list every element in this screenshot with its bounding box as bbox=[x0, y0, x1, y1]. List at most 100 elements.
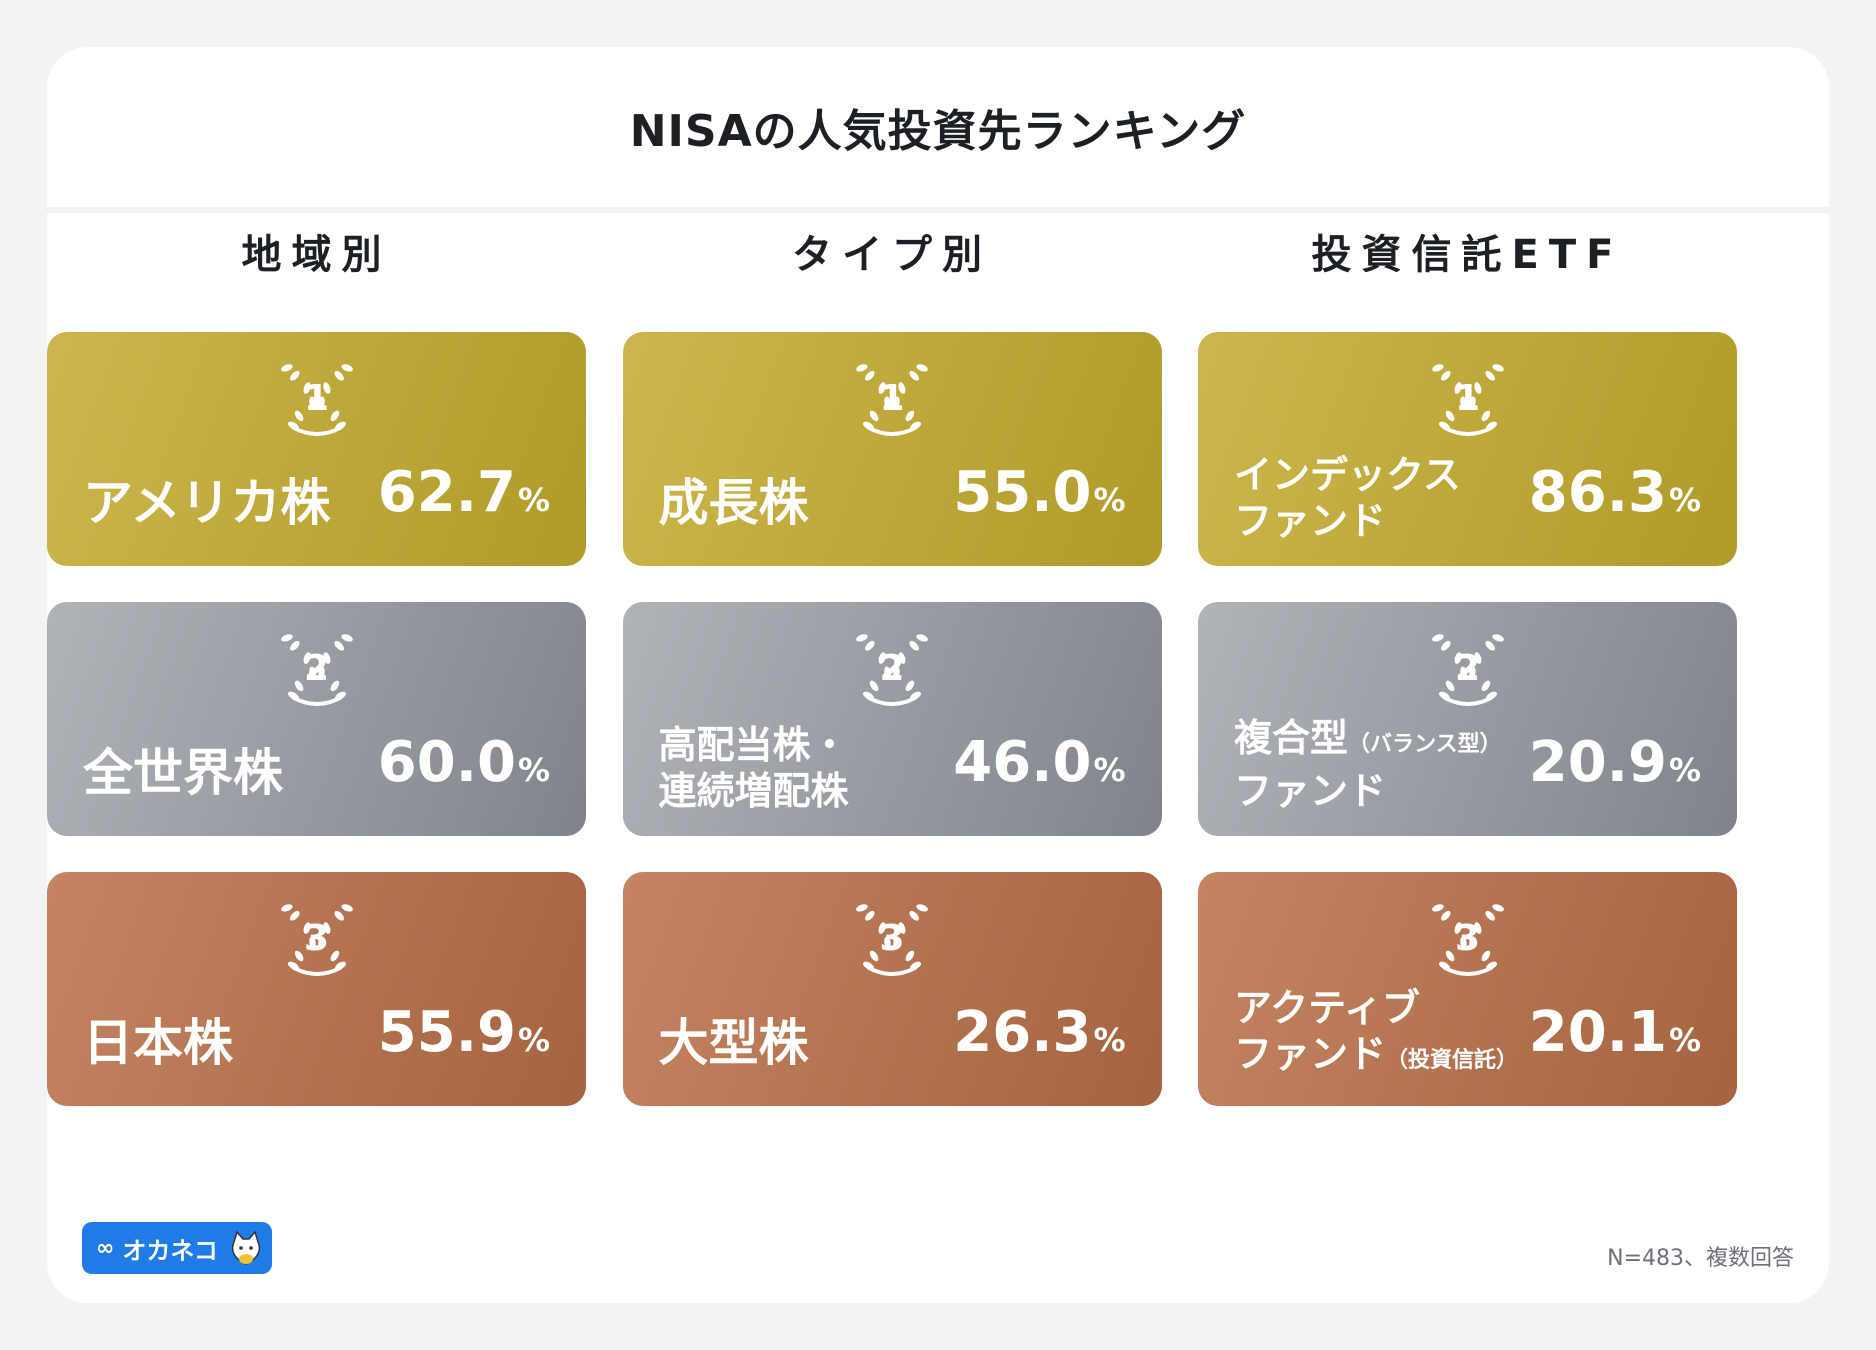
laurel-leaf bbox=[1481, 680, 1490, 692]
column-type: タイプ別 1 成長株 55.0% 2 高配当株・ 連続増配株 46.0% 3 大型… bbox=[622, 220, 1162, 1142]
laurel-stem bbox=[1442, 696, 1493, 706]
laurel-leaf bbox=[280, 364, 293, 372]
rank-tile: 3 日本株 55.9% bbox=[47, 872, 586, 1106]
laurel-leaf bbox=[916, 364, 928, 372]
laurel-icon: 3 bbox=[1423, 898, 1513, 988]
laurel-icon: 1 bbox=[272, 358, 362, 448]
laurel-wreath-icon bbox=[1431, 364, 1504, 436]
rank-number: 3 bbox=[1454, 917, 1481, 959]
laurel-leaf bbox=[330, 680, 339, 692]
laurel-leaf bbox=[1440, 640, 1451, 651]
rank-tile: 1 成長株 55.0% bbox=[622, 332, 1162, 566]
laurel-leaf bbox=[1459, 666, 1467, 679]
rank-number: 1 bbox=[879, 377, 905, 419]
laurel-icon: 1 bbox=[1423, 358, 1513, 448]
laurel-wreath-icon bbox=[856, 364, 928, 436]
laurel-leaf bbox=[884, 396, 891, 409]
laurel-wreath-icon bbox=[856, 634, 928, 706]
laurel-icon: 1 bbox=[847, 358, 937, 448]
laurel-leaf bbox=[1484, 640, 1495, 651]
laurel-leaf bbox=[1481, 410, 1490, 422]
tile-value: 20.9% bbox=[1528, 730, 1701, 795]
brand-name: オカネコ bbox=[122, 1236, 218, 1265]
laurel-leaf bbox=[909, 370, 919, 381]
laurel-leaf bbox=[1484, 910, 1495, 921]
page-title: NISAの人気投資先ランキング bbox=[629, 106, 1247, 157]
laurel-leaf bbox=[330, 410, 339, 422]
laurel-leaf bbox=[1491, 904, 1504, 912]
laurel-wreath-icon bbox=[856, 904, 928, 976]
laurel-leaf bbox=[303, 382, 311, 394]
laurel-leaf bbox=[909, 640, 919, 651]
laurel-stem bbox=[1442, 426, 1493, 436]
laurel-leaf bbox=[289, 910, 300, 921]
laurel-leaf bbox=[1481, 950, 1490, 962]
laurel-stem bbox=[1442, 966, 1493, 976]
laurel-leaf bbox=[340, 364, 353, 372]
laurel-leaf bbox=[294, 680, 303, 692]
laurel-leaf bbox=[1491, 364, 1504, 372]
laurel-icon: 2 bbox=[847, 628, 937, 718]
laurel-leaf bbox=[308, 666, 316, 679]
laurel-leaf bbox=[317, 936, 325, 949]
rank-tile: 1 インデックス ファンド 86.3% bbox=[1198, 332, 1737, 566]
laurel-leaf bbox=[856, 364, 868, 372]
laurel-leaf bbox=[905, 950, 915, 962]
laurel-leaf bbox=[340, 904, 353, 912]
laurel-leaf bbox=[878, 382, 886, 394]
column-region: 地域別 1 アメリカ株 62.7% 2 全世界株 60.0% 3 日本株 55.… bbox=[47, 220, 586, 1142]
laurel-leaf bbox=[1445, 680, 1454, 692]
laurel-leaf bbox=[1473, 652, 1481, 664]
ranking-columns: 地域別 1 アメリカ株 62.7% 2 全世界株 60.0% 3 日本株 55.… bbox=[47, 220, 1737, 1142]
laurel-icon: 2 bbox=[272, 628, 362, 718]
laurel-leaf bbox=[289, 640, 300, 651]
laurel-wreath-icon bbox=[280, 364, 353, 436]
tile-label: 複合型（バランス型） ファンド bbox=[1234, 716, 1502, 813]
laurel-leaf bbox=[1440, 370, 1451, 381]
tile-value: 26.3% bbox=[953, 1000, 1126, 1065]
laurel-stem bbox=[867, 966, 917, 976]
tile-value: 55.0% bbox=[953, 460, 1126, 525]
laurel-leaf bbox=[1459, 936, 1467, 949]
tile-value: 60.0% bbox=[377, 730, 550, 795]
laurel-leaf bbox=[317, 666, 325, 679]
laurel-leaf bbox=[865, 640, 875, 651]
laurel-leaf bbox=[909, 910, 919, 921]
laurel-leaf bbox=[884, 666, 891, 679]
column-title: タイプ別 bbox=[792, 232, 992, 278]
laurel-leaf bbox=[869, 680, 879, 692]
laurel-icon: 3 bbox=[272, 898, 362, 988]
laurel-leaf bbox=[1459, 396, 1467, 409]
header: NISAの人気投資先ランキング bbox=[47, 47, 1829, 213]
laurel-leaf bbox=[1454, 382, 1462, 394]
laurel-leaf bbox=[869, 410, 879, 422]
rank-tile: 3 大型株 26.3% bbox=[622, 872, 1162, 1106]
laurel-leaf bbox=[1440, 910, 1451, 921]
tile-label: アクティブ ファンド（投資信託） bbox=[1234, 986, 1519, 1076]
laurel-leaf bbox=[905, 410, 915, 422]
laurel-leaf bbox=[898, 922, 906, 934]
tile-value: 20.1% bbox=[1528, 1000, 1701, 1065]
laurel-leaf bbox=[898, 382, 906, 394]
laurel-stem bbox=[291, 426, 342, 436]
laurel-leaf bbox=[893, 666, 900, 679]
laurel-leaf bbox=[294, 410, 303, 422]
column-fund: 投資信託ETF 1 インデックス ファンド 86.3% 2 複合型（バランス型）フ… bbox=[1198, 220, 1737, 1142]
laurel-wreath-icon bbox=[280, 634, 353, 706]
laurel-leaf bbox=[884, 936, 891, 949]
tile-label: インデックス ファンド bbox=[1234, 453, 1461, 543]
tile-label: 日本株 bbox=[83, 1014, 233, 1072]
laurel-leaf bbox=[1491, 634, 1504, 642]
laurel-leaf bbox=[333, 370, 344, 381]
laurel-leaf bbox=[893, 936, 900, 949]
laurel-wreath-icon bbox=[280, 904, 353, 976]
laurel-leaf bbox=[1484, 370, 1495, 381]
tile-value: 62.7% bbox=[377, 460, 550, 525]
laurel-leaf bbox=[878, 652, 886, 664]
tile-label: 高配当株・ 連続増配株 bbox=[658, 723, 849, 813]
tile-label: 全世界株 bbox=[83, 744, 283, 802]
laurel-leaf bbox=[1468, 936, 1476, 949]
laurel-leaf bbox=[1454, 652, 1462, 664]
laurel-leaf bbox=[333, 640, 344, 651]
laurel-leaf bbox=[1445, 950, 1454, 962]
